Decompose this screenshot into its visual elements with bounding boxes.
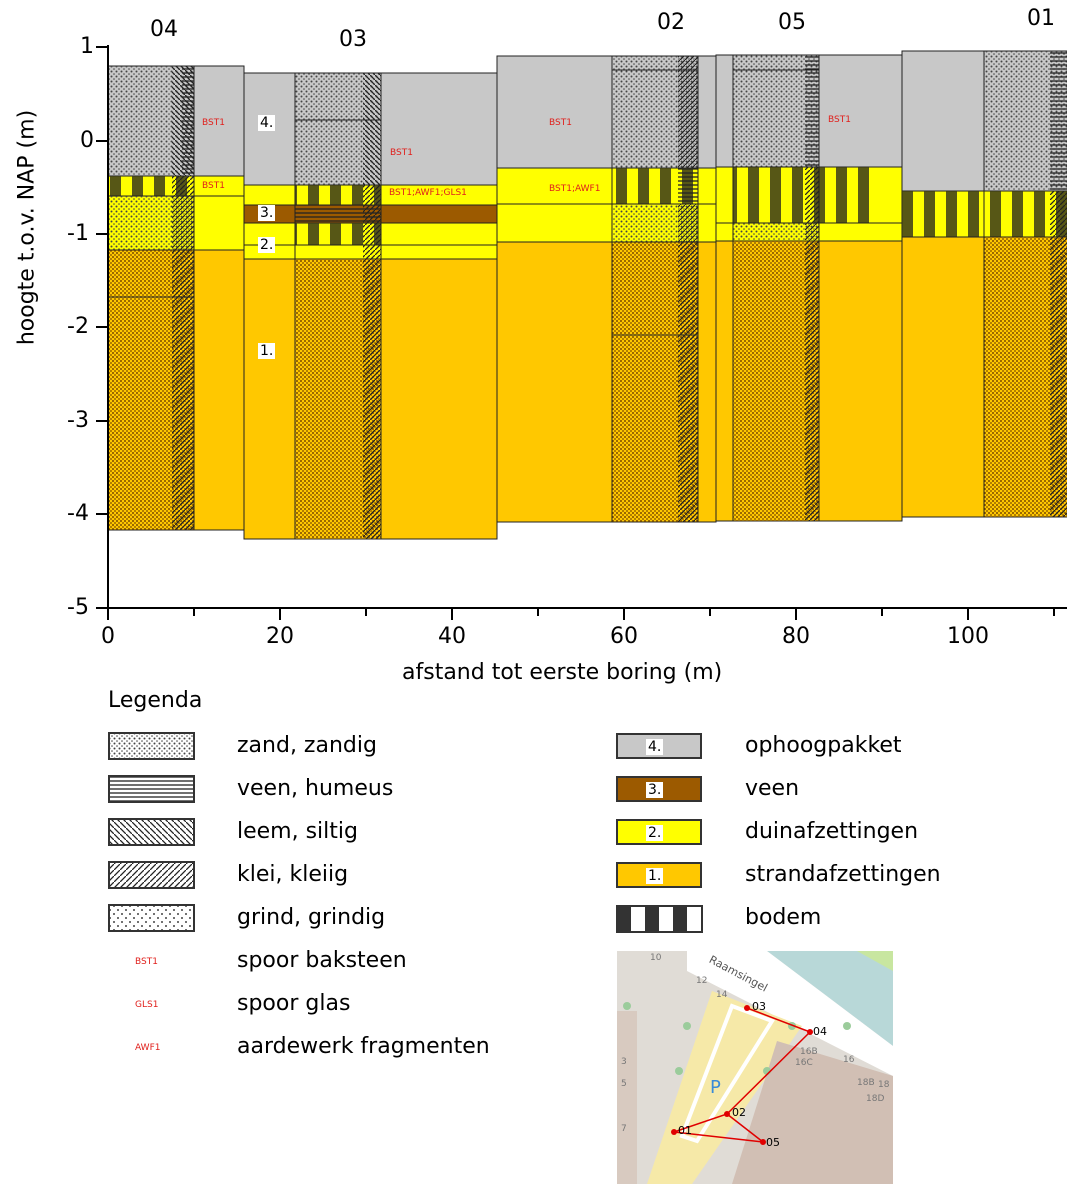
swatch-ophoogpakket: 4. xyxy=(616,733,702,759)
house-number: 18 xyxy=(878,1080,890,1090)
house-number: 7 xyxy=(621,1124,627,1134)
legend-veen: veen xyxy=(745,776,800,801)
bst1-marker: BST1 xyxy=(390,148,413,158)
swatch-veen: 3. xyxy=(616,776,702,802)
house-number: 16 xyxy=(843,1055,855,1065)
bst1-marker: BST1 xyxy=(202,118,225,128)
swatch-bodem xyxy=(616,905,703,933)
house-number: 18B xyxy=(857,1078,875,1088)
borehole-02 xyxy=(496,55,717,523)
bst1-marker: BST1 xyxy=(549,118,572,128)
legend-aardewerk: aardewerk fragmenten xyxy=(237,1034,490,1059)
y-tick-label: -4 xyxy=(67,501,89,526)
house-number: 3 xyxy=(621,1057,627,1067)
map-point-01 xyxy=(671,1129,677,1135)
location-map xyxy=(617,951,893,1184)
legend-veen-humeus: veen, humeus xyxy=(237,776,394,801)
house-number: 14 xyxy=(716,990,728,1000)
legend-zand: zand, zandig xyxy=(237,733,377,758)
bst1-awf1-marker: BST1;AWF1 xyxy=(549,184,601,194)
bst1-marker: BST1 xyxy=(828,115,851,125)
y-tick-label: -3 xyxy=(67,408,89,433)
map-label-02: 02 xyxy=(732,1106,746,1119)
legend-spoor-glas: spoor glas xyxy=(237,991,351,1016)
borehole-label-04: 04 xyxy=(150,17,178,42)
borehole-label-05: 05 xyxy=(778,10,806,35)
cross-section-diagram xyxy=(96,45,1067,620)
map-point-04 xyxy=(807,1029,813,1035)
legend-code-gls1: GLS1 xyxy=(135,1000,159,1010)
borehole-label-01: 01 xyxy=(1027,6,1055,31)
house-number: 12 xyxy=(696,976,708,986)
unit-1-label: 1. xyxy=(258,343,276,359)
map-point-02 xyxy=(724,1111,730,1117)
swatch-strandafzettingen: 1. xyxy=(616,862,702,888)
legend-grind: grind, grindig xyxy=(237,905,386,930)
legend-title: Legenda xyxy=(108,688,203,713)
house-number: 10 xyxy=(650,953,662,963)
map-point-03 xyxy=(744,1005,750,1011)
legend-code-awf1: AWF1 xyxy=(135,1043,161,1053)
legend-strandafzettingen: strandafzettingen xyxy=(745,862,941,887)
unit-4-label: 4. xyxy=(258,115,276,131)
legend-klei: klei, kleiig xyxy=(237,862,349,887)
borehole-03 xyxy=(243,72,498,540)
y-tick-label: -5 xyxy=(67,595,89,620)
legend-spoor-baksteen: spoor baksteen xyxy=(237,948,407,973)
map-label-03: 03 xyxy=(752,1000,766,1013)
axes xyxy=(96,45,1067,620)
y-axis-title: hoogte t.o.v. NAP (m) xyxy=(14,109,40,346)
x-tick-label: 20 xyxy=(266,624,294,649)
y-tick-label: -1 xyxy=(67,221,89,246)
y-tick-label: -2 xyxy=(67,314,89,339)
map-label-05: 05 xyxy=(766,1136,780,1149)
house-number: 16B xyxy=(800,1047,818,1057)
bst1-marker: BST1 xyxy=(202,181,225,191)
y-tick-label: 1 xyxy=(80,34,94,59)
legend-leem: leem, siltig xyxy=(237,819,358,844)
x-tick-label: 60 xyxy=(610,624,638,649)
house-number: 18D xyxy=(866,1094,885,1104)
x-tick-label: 80 xyxy=(782,624,810,649)
borehole-label-03: 03 xyxy=(339,27,367,52)
x-tick-label: 40 xyxy=(438,624,466,649)
unit-2-label: 2. xyxy=(258,237,276,253)
house-number: 16C xyxy=(795,1058,813,1068)
legend-duinafzettingen: duinafzettingen xyxy=(745,819,919,844)
map-label-04: 04 xyxy=(813,1025,827,1038)
bst1-awf1-gls1-marker: BST1;AWF1;GLS1 xyxy=(389,188,467,198)
x-axis-title: afstand tot eerste boring (m) xyxy=(402,660,723,685)
map-point-05 xyxy=(760,1139,766,1145)
legend-code-bst1: BST1 xyxy=(135,957,158,967)
legend-ophoogpakket: ophoogpakket xyxy=(745,733,902,758)
x-tick-label: 0 xyxy=(101,624,115,649)
borehole-04 xyxy=(107,65,245,531)
swatch-duinafzettingen: 2. xyxy=(616,819,702,845)
y-tick-label: 0 xyxy=(80,128,94,153)
lithology-swatches xyxy=(108,732,195,932)
borehole-01 xyxy=(901,50,1067,518)
map-label-01: 01 xyxy=(678,1124,692,1137)
house-number: 5 xyxy=(621,1079,627,1089)
x-tick-label: 100 xyxy=(947,624,989,649)
unit-3-label: 3. xyxy=(258,205,276,221)
legend-bodem: bodem xyxy=(745,905,822,930)
map-parking-icon: P xyxy=(710,1077,721,1098)
borehole-05 xyxy=(715,54,903,522)
borehole-label-02: 02 xyxy=(657,10,685,35)
